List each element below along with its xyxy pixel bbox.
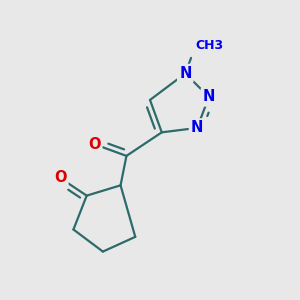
Text: CH3: CH3 bbox=[196, 39, 224, 52]
Text: N: N bbox=[191, 120, 203, 135]
Text: N: N bbox=[203, 89, 215, 104]
Text: N: N bbox=[179, 66, 191, 81]
Text: O: O bbox=[88, 136, 100, 152]
Text: O: O bbox=[88, 136, 100, 152]
Text: N: N bbox=[179, 66, 191, 81]
Text: N: N bbox=[191, 120, 203, 135]
Text: CH3: CH3 bbox=[196, 39, 224, 52]
Text: O: O bbox=[54, 170, 66, 185]
Text: N: N bbox=[203, 89, 215, 104]
Text: O: O bbox=[54, 170, 66, 185]
